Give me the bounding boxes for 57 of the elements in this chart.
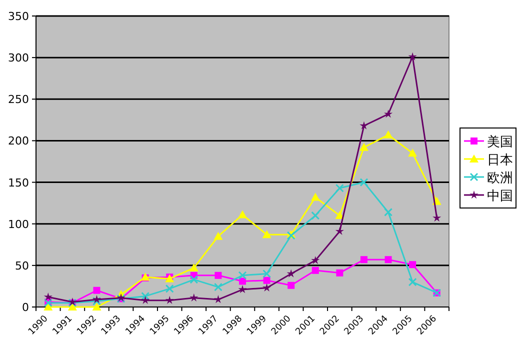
legend-label: 欧洲	[487, 171, 513, 186]
point	[93, 286, 100, 294]
point	[263, 276, 270, 284]
point	[92, 302, 102, 310]
point	[408, 52, 417, 60]
point	[359, 142, 368, 151]
point	[384, 256, 392, 264]
point	[239, 278, 246, 285]
point	[335, 184, 344, 192]
point	[409, 261, 416, 268]
point	[286, 269, 296, 278]
point	[336, 269, 344, 276]
legend-label: 中国	[487, 189, 513, 204]
point	[214, 272, 222, 279]
point	[238, 271, 247, 280]
point	[262, 269, 272, 278]
point	[288, 282, 295, 289]
point	[311, 211, 320, 220]
point	[312, 266, 319, 274]
point	[432, 214, 442, 222]
legend-label: 日本	[487, 153, 513, 168]
point	[165, 284, 174, 293]
point	[384, 110, 393, 118]
y-tick-label: 300	[8, 52, 29, 65]
point	[384, 208, 393, 216]
point	[310, 192, 320, 201]
y-tick-label: 100	[8, 218, 29, 231]
point	[189, 263, 198, 272]
point	[165, 296, 174, 304]
y-tick-label: 200	[8, 134, 29, 148]
point	[335, 211, 344, 220]
point	[408, 278, 417, 286]
point	[360, 178, 368, 187]
point	[214, 282, 222, 292]
point	[214, 232, 223, 240]
y-tick-label: 350	[8, 10, 29, 23]
point	[44, 292, 52, 301]
point	[141, 296, 150, 304]
point	[384, 130, 393, 138]
point	[408, 148, 418, 157]
point	[311, 256, 320, 264]
point	[262, 230, 272, 238]
y-tick-label: 150	[8, 176, 29, 190]
point	[238, 210, 247, 218]
point	[335, 226, 344, 235]
y-tick-label: 0	[22, 301, 29, 314]
point	[141, 292, 150, 300]
point	[262, 283, 272, 292]
point	[190, 275, 198, 284]
y-tick-label: 50	[15, 259, 29, 272]
point	[214, 295, 222, 304]
point	[360, 121, 368, 130]
point	[190, 293, 198, 302]
legend-label: 美国	[487, 134, 513, 150]
point	[360, 256, 368, 264]
point	[238, 285, 247, 294]
y-tick-label: 250	[8, 93, 29, 106]
